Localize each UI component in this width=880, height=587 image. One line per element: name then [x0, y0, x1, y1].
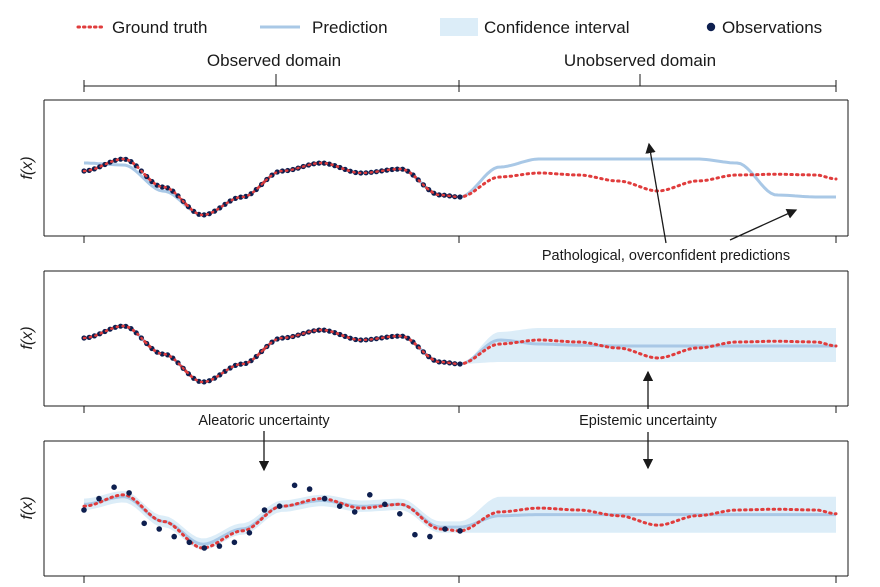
- panel-bottom-observation-22: [412, 531, 418, 538]
- panel-bottom-observation-8: [201, 545, 208, 551]
- panel-bottom-observation-17: [336, 503, 343, 510]
- panel-bottom-observation-25: [457, 528, 463, 534]
- panel-top-observation-7: [118, 156, 124, 162]
- panel-top-observation-61: [400, 166, 406, 172]
- panel-bottom-observation-5: [156, 526, 162, 532]
- panel-middle-ylabel: f(x): [19, 326, 36, 349]
- panel-top-ylabel: f(x): [19, 156, 36, 179]
- panel-top-ground-truth-line: [82, 157, 838, 217]
- panel-bottom-observation-3: [126, 490, 132, 496]
- legend-confidence-label: Confidence interval: [484, 18, 630, 37]
- panel-bottom-observation-24: [442, 526, 448, 532]
- panel-bottom-observation-10: [231, 539, 238, 546]
- annotations: Pathological, overconfident predictions …: [198, 142, 798, 472]
- legend-ground-truth-label: Ground truth: [112, 18, 207, 37]
- annotation-pathological: Pathological, overconfident predictions: [542, 248, 790, 264]
- panel-bottom-observation-16: [321, 495, 328, 502]
- panel-top-ground-truth-overlay: [82, 157, 462, 217]
- domain-brackets: Observed domain Unobserved domain: [83, 51, 837, 92]
- panel-bottom-observation-13: [276, 503, 283, 510]
- panel-bottom-observation-2: [111, 484, 117, 491]
- panel-bottom-observation-15: [306, 486, 313, 492]
- panel-middle-observation-30: [238, 361, 244, 367]
- panel-middle-observation-23: [201, 379, 207, 385]
- panel-top-observation-30: [238, 194, 244, 200]
- panel-bottom-observation-14: [291, 482, 298, 489]
- panel-middle-observation-60: [394, 333, 400, 339]
- panel-bottom-observation-0: [81, 507, 87, 513]
- panel-top: f(x): [19, 99, 849, 243]
- legend-observations-label: Observations: [722, 18, 822, 37]
- panel-middle-ground-truth-overlay: [82, 324, 462, 384]
- panel-top-observation-72: [457, 194, 463, 200]
- panel-bottom-observation-6: [171, 533, 177, 540]
- panel-top-observation-23: [201, 212, 207, 218]
- panel-middle: f(x): [19, 270, 849, 413]
- panel-bottom-observation-20: [382, 501, 388, 508]
- panel-middle-observation-72: [457, 361, 463, 367]
- annotation-epistemic: Epistemic uncertainty: [579, 413, 718, 429]
- panel-bottom-observation-1: [96, 495, 102, 502]
- pathological-arrow-2: [729, 209, 798, 241]
- panel-middle-observation-7: [118, 323, 124, 329]
- panel-bottom-observation-9: [216, 543, 223, 549]
- panel-top-prediction-line: [84, 157, 836, 217]
- panel-bottom-observation-18: [351, 509, 358, 515]
- panel-bottom-observation-19: [367, 492, 373, 498]
- legend: Ground truth Prediction Confidence inter…: [76, 18, 822, 37]
- panel-bottom-ylabel: f(x): [19, 496, 36, 519]
- annotation-aleatoric: Aleatoric uncertainty: [198, 413, 330, 429]
- observed-domain-label: Observed domain: [207, 51, 341, 70]
- panel-top-observation-60: [394, 166, 400, 172]
- panel-bottom-confidence-band: [84, 491, 836, 550]
- panel-bottom-observation-12: [261, 507, 268, 513]
- panel-bottom-observation-21: [397, 511, 403, 517]
- panel-bottom-observation-7: [186, 539, 193, 546]
- panel-bottom-observation-11: [246, 530, 253, 536]
- unobserved-domain-label: Unobserved domain: [564, 51, 716, 70]
- panel-middle-observation-61: [400, 333, 406, 339]
- panel-bottom-observation-23: [427, 533, 433, 540]
- panel-bottom-observation-4: [141, 520, 147, 527]
- legend-observations-marker: [706, 22, 716, 32]
- pathological-arrow-1: [645, 142, 667, 244]
- legend-confidence-swatch: [440, 18, 478, 36]
- legend-prediction-label: Prediction: [312, 18, 388, 37]
- panel-bottom: f(x): [19, 440, 849, 583]
